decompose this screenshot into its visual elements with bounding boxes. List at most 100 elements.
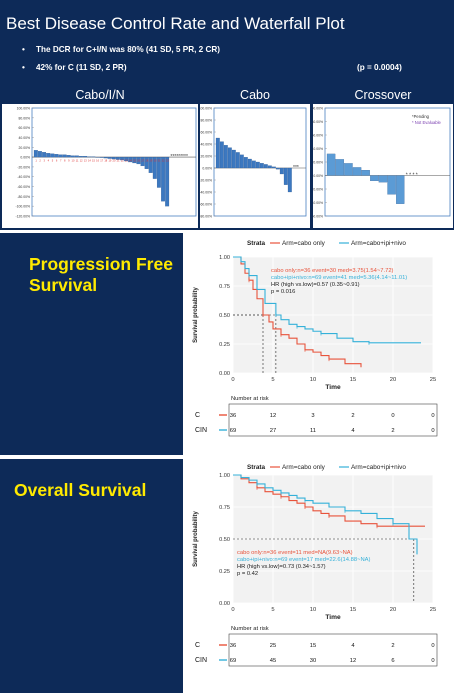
risk-count: 12 — [350, 658, 356, 664]
y-tick-label: 100.00% — [313, 107, 323, 111]
risk-count: 36 — [230, 413, 236, 419]
risk-count: 30 — [310, 658, 316, 664]
x-tick-label: 20 — [390, 607, 396, 613]
y-tick-label: 60.00% — [201, 131, 213, 135]
waterfall-bar — [240, 155, 244, 168]
risk-count: 3 — [311, 413, 314, 419]
legend-pending: *Pending — [412, 114, 430, 119]
legend-not-evaluable: * Not Evaluable — [412, 120, 442, 125]
waterfall-bar — [370, 176, 378, 181]
km-annotation: cabo+ipi+nivo:n=69 event=41 med=5.36(4.1… — [271, 275, 407, 281]
waterfall-bar — [59, 155, 63, 157]
y-tick-label: -40.00% — [313, 201, 323, 205]
waterfall-bar — [252, 161, 256, 168]
km-annotation: cabo only:n=36 event=11 med=NA(9.63~NA) — [237, 550, 353, 556]
waterfall-bar — [42, 152, 46, 157]
waterfall-svg: 100.00%80.00%60.00%40.00%20.00%0.00%-20.… — [313, 104, 453, 228]
km-annotation: HR (high vs.low)=0.57 (0.35~0.91) — [271, 282, 360, 288]
waterfall-bar — [327, 154, 335, 176]
risk-count: 0 — [431, 643, 434, 649]
waterfall-title-crossover: Crossover — [312, 88, 454, 102]
risk-table-header: Number at risk — [231, 626, 269, 632]
y-tick-label: 40.00% — [313, 147, 323, 151]
y-tick-label: 80.00% — [313, 120, 323, 124]
y-tick-label: 0.25 — [219, 342, 230, 348]
legend-item-cabo-ipi-nivo: Arm=cabo+ipi+nivo — [351, 240, 406, 247]
y-tick-label: 20.00% — [19, 146, 31, 150]
y-tick-label: -80.00% — [200, 215, 212, 219]
waterfall-bar — [362, 170, 370, 175]
risk-table-header: Number at risk — [231, 396, 269, 402]
y-tick-label: 40.00% — [201, 143, 213, 147]
y-tick-label: 1.00 — [219, 255, 230, 261]
waterfall-bar — [379, 176, 387, 183]
x-axis-label: Time — [325, 384, 341, 391]
y-tick-label: -100.00% — [15, 205, 30, 209]
x-tick-label: 20 — [390, 377, 396, 383]
waterfall-title-cabo: Cabo — [200, 88, 310, 102]
waterfall-bar — [248, 159, 252, 168]
x-tick-label: 5 — [271, 377, 274, 383]
waterfall-bar — [108, 157, 112, 158]
waterfall-bar — [232, 150, 236, 168]
strata-label: Strata — [247, 464, 266, 471]
not-evaluable-stars: * * * * — [406, 173, 418, 179]
p-value: (p = 0.0004) — [357, 63, 402, 72]
y-tick-label: 40.00% — [19, 136, 31, 140]
x-tick-label: 0 — [231, 607, 234, 613]
y-tick-label: 0.00 — [219, 371, 230, 377]
x-tick-label: 15 — [350, 607, 356, 613]
risk-count: 12 — [270, 413, 276, 419]
waterfall-bar — [236, 152, 240, 168]
y-tick-label: 0.00 — [219, 601, 230, 607]
km-annotation: p = 0.016 — [271, 289, 295, 295]
y-tick-label: -120.00% — [15, 215, 30, 219]
waterfall-bar — [264, 164, 268, 168]
y-tick-label: 0.50 — [219, 313, 230, 319]
risk-count: 0 — [391, 413, 394, 419]
waterfall-bar — [75, 156, 79, 157]
not-evaluable-stars: *** — [293, 165, 299, 171]
os-section-title: Overall Survival — [14, 480, 146, 501]
waterfall-chart-cabo: 100.00%80.00%60.00%40.00%20.00%0.00%-20.… — [200, 104, 310, 228]
waterfall-bar — [280, 168, 284, 174]
waterfall-title-cabo-i-n: Cabo/I/N — [0, 88, 200, 102]
waterfall-bar — [46, 153, 50, 157]
plot-frame — [214, 108, 306, 216]
bullet-dcr-cin: •The DCR for C+I/N was 80% (41 SD, 5 PR,… — [22, 45, 220, 54]
waterfall-bar — [220, 142, 224, 168]
waterfall-bar — [50, 154, 54, 157]
risk-count: 15 — [310, 643, 316, 649]
waterfall-bar — [256, 162, 260, 168]
y-tick-label: -60.00% — [17, 185, 30, 189]
waterfall-bar — [388, 176, 396, 195]
waterfall-bar — [38, 151, 42, 157]
legend-item-cabo-only: Arm=cabo only — [282, 240, 326, 247]
waterfall-bar — [272, 167, 276, 168]
y-tick-label: 20.00% — [313, 161, 323, 165]
waterfall-bar — [353, 167, 361, 175]
risk-count: 25 — [270, 643, 276, 649]
risk-count: 0 — [431, 413, 434, 419]
y-tick-label: 0.00% — [313, 174, 323, 178]
risk-count: 69 — [230, 428, 236, 434]
y-tick-label: 1.00 — [219, 473, 230, 479]
pfs-section-title: Progression Free Survival — [29, 254, 173, 296]
risk-count: 6 — [391, 658, 394, 664]
y-tick-label: 80.00% — [201, 119, 213, 123]
risk-row-label: CIN — [195, 427, 207, 434]
waterfall-bar — [396, 176, 404, 204]
waterfall-bar — [260, 163, 264, 168]
y-tick-label: 0.75 — [219, 505, 230, 511]
waterfall-bar — [244, 157, 248, 168]
x-tick-label: 15 — [350, 377, 356, 383]
y-tick-label: -40.00% — [200, 191, 212, 195]
waterfall-bar — [55, 154, 59, 157]
waterfall-bar — [83, 156, 87, 157]
bullet-dcr-c: •42% for C (11 SD, 2 PR) — [22, 63, 127, 72]
y-tick-label: 0.00% — [20, 156, 30, 160]
waterfall-bar — [63, 155, 67, 157]
